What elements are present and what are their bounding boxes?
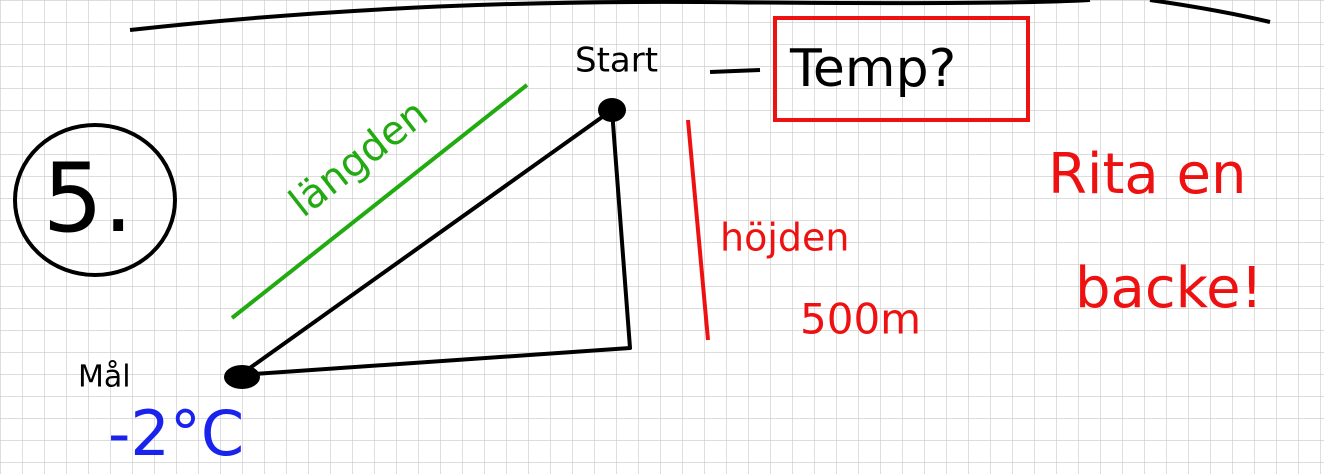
height-label: höjden xyxy=(720,216,849,260)
start-dot xyxy=(598,98,626,122)
instruction-line-1: Rita en xyxy=(1048,142,1247,207)
instruction-line-2: backe! xyxy=(1075,256,1263,321)
page: 5. längden Start Temp? höjden 500m Rita … xyxy=(0,0,1324,474)
temperature-label: -2°C xyxy=(108,397,244,470)
temp-label: Temp? xyxy=(789,39,956,99)
height-value: 500m xyxy=(800,295,921,344)
dash xyxy=(710,70,760,72)
whiteboard: 5. längden Start Temp? höjden 500m Rita … xyxy=(0,0,1324,474)
start-label: Start xyxy=(575,41,658,81)
number: 5. xyxy=(43,144,134,254)
finish-dot xyxy=(224,365,260,389)
finish-label: Mål xyxy=(78,360,131,395)
